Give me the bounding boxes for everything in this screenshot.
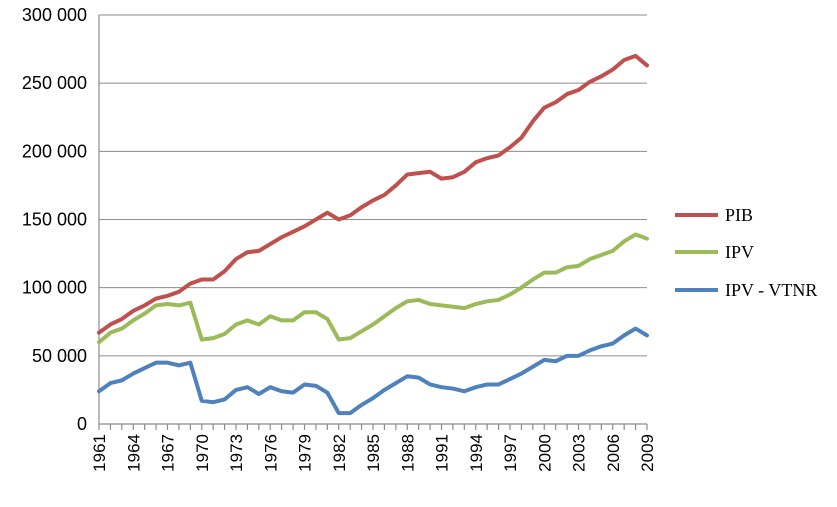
series-lines bbox=[97, 53, 649, 416]
y-tick-label: 100 000 bbox=[22, 278, 87, 298]
axes bbox=[98, 15, 648, 430]
x-tick-label: 2006 bbox=[604, 434, 623, 472]
y-tick-label: 300 000 bbox=[22, 5, 87, 25]
series-line-ipv-vtnr bbox=[97, 326, 649, 416]
x-tick-label: 1979 bbox=[296, 434, 315, 472]
y-tick-label: 150 000 bbox=[22, 210, 87, 230]
legend: PIB IPV IPV - VTNR bbox=[675, 205, 817, 300]
x-tick-label: 1970 bbox=[193, 434, 212, 472]
x-tick-label: 1982 bbox=[330, 434, 349, 472]
legend-label: IPV - VTNR bbox=[725, 280, 817, 300]
x-tick-label: 1985 bbox=[364, 434, 383, 472]
x-tick-label: 1976 bbox=[261, 434, 280, 472]
y-tick-label: 200 000 bbox=[22, 141, 87, 161]
x-tick-label: 1991 bbox=[433, 434, 452, 472]
y-tick-labels: 0 50 000 100 000 150 000 200 000 250 000 300 0… bbox=[22, 5, 87, 434]
grid-lines bbox=[99, 14, 647, 357]
x-tick-label: 1964 bbox=[124, 434, 143, 472]
y-tick-label: 50 000 bbox=[32, 346, 87, 366]
series-line-pib bbox=[97, 53, 649, 335]
x-tick-labels: 1961 1964 1967 1970 1973 1976 1979 1982 1985 1988… bbox=[90, 434, 657, 472]
x-tick-label: 2009 bbox=[638, 434, 657, 472]
series-line-ipv bbox=[97, 232, 649, 345]
x-tick-label: 1961 bbox=[90, 434, 109, 472]
x-tick-label: 1967 bbox=[159, 434, 178, 472]
legend-label: PIB bbox=[725, 205, 753, 225]
y-tick-label: 0 bbox=[77, 414, 87, 434]
x-tick-label: 1988 bbox=[398, 434, 417, 472]
y-tick-label: 250 000 bbox=[22, 73, 87, 93]
x-tick-label: 1973 bbox=[227, 434, 246, 472]
x-tick-label: 1994 bbox=[467, 434, 486, 472]
legend-label: IPV bbox=[725, 242, 754, 262]
x-tick-label: 2003 bbox=[570, 434, 589, 472]
x-tick-label: 1997 bbox=[501, 434, 520, 472]
x-tick-label: 2000 bbox=[535, 434, 554, 472]
